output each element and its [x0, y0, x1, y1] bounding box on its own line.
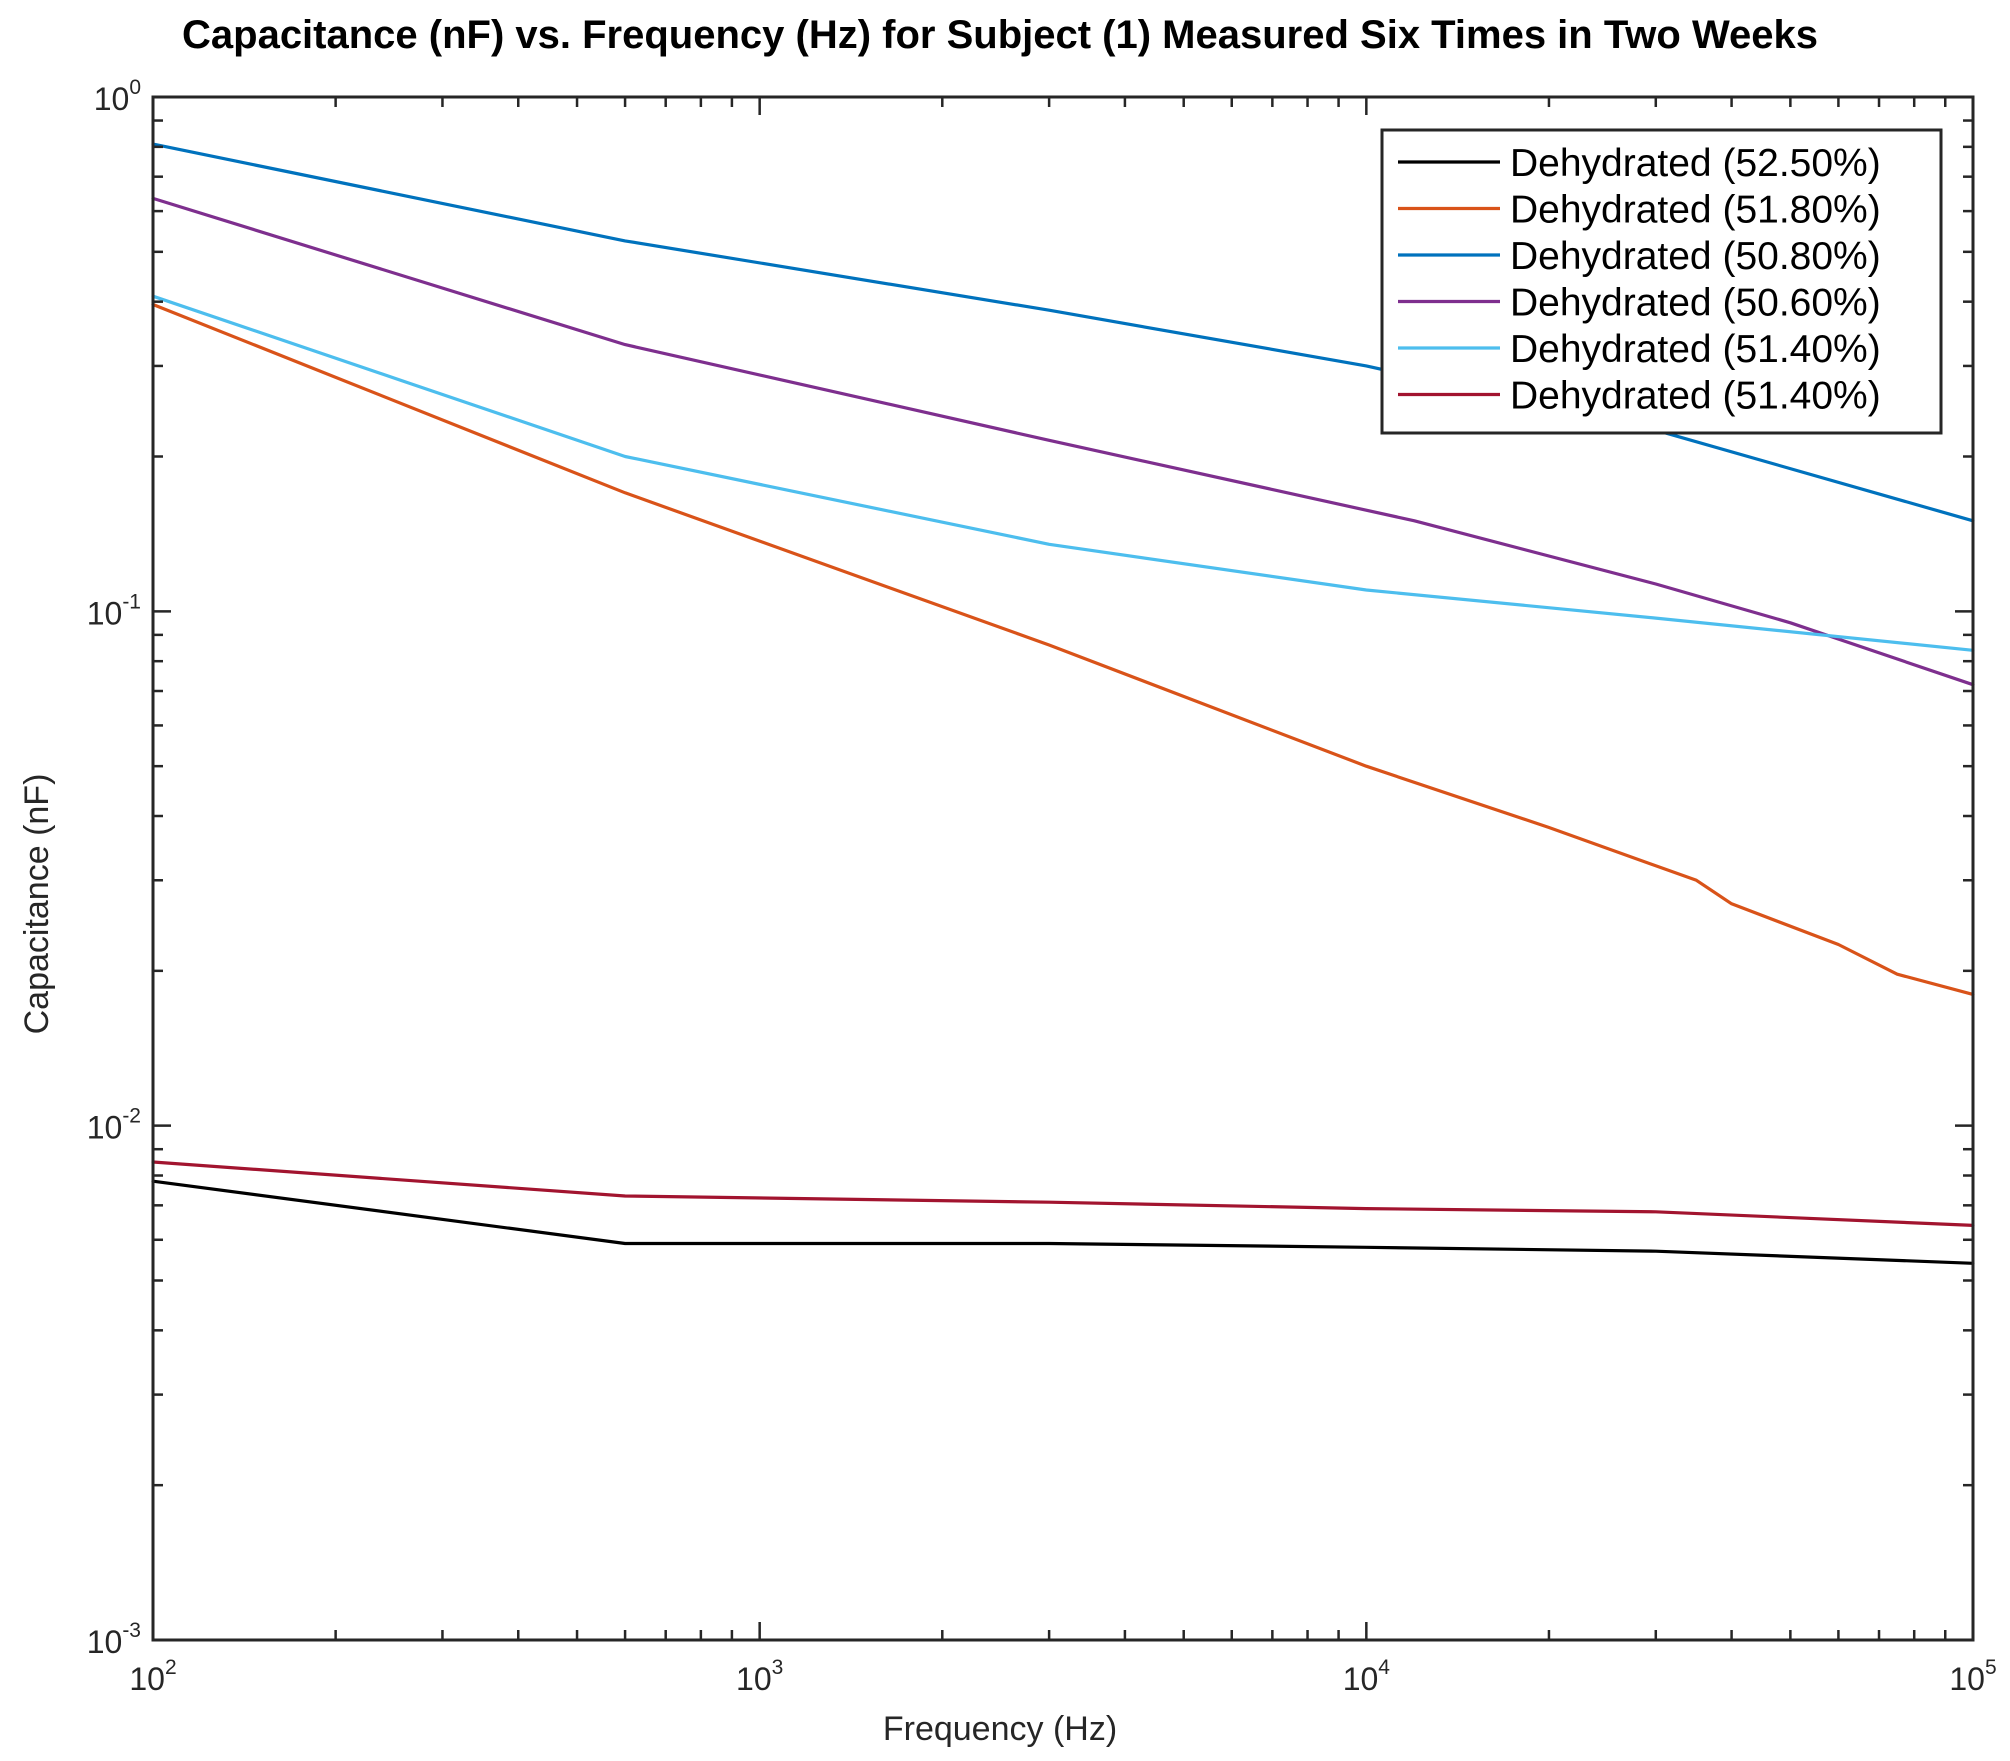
legend-label-1: Dehydrated (52.50%) [1510, 142, 1881, 185]
y-axis-label: Capacitance (nF) [18, 774, 56, 1035]
legend-label-4: Dehydrated (50.60%) [1510, 282, 1881, 325]
axes: 102 103 104 105 10-3 10-2 10-1 100 [87, 76, 1997, 1697]
legend-label-3: Dehydrated (50.80%) [1510, 235, 1881, 278]
legend: Dehydrated (52.50%)Dehydrated (51.80%)De… [1380, 128, 1943, 435]
legend-label-2: Dehydrated (51.80%) [1510, 189, 1881, 232]
y-tick-label: 10-1 [87, 590, 141, 631]
x-tick-label: 104 [1343, 1656, 1391, 1697]
series-line-1 [151, 1179, 1975, 1265]
plot-area [151, 142, 1975, 1265]
chart-title: Capacitance (nF) vs. Frequency (Hz) for … [182, 13, 1818, 57]
axes-box [151, 95, 1975, 1642]
x-axis-label: Frequency (Hz) [883, 1710, 1117, 1748]
x-tick-label: 102 [129, 1656, 176, 1697]
x-tick-label: 103 [736, 1656, 783, 1697]
series-line-3 [151, 142, 1975, 523]
legend-label-5: Dehydrated (51.40%) [1510, 328, 1881, 371]
y-tick-label: 10-2 [87, 1105, 141, 1146]
series-line-6 [151, 1160, 1975, 1228]
legend-label-6: Dehydrated (51.40%) [1510, 375, 1881, 418]
y-tick-label: 100 [94, 76, 141, 117]
series-line-5 [151, 294, 1975, 652]
legend-box [1380, 128, 1943, 435]
series-line-4 [151, 196, 1975, 687]
x-tick-label: 105 [1949, 1656, 1996, 1697]
y-tick-label: 10-3 [87, 1619, 141, 1660]
series-line-2 [151, 302, 1975, 997]
